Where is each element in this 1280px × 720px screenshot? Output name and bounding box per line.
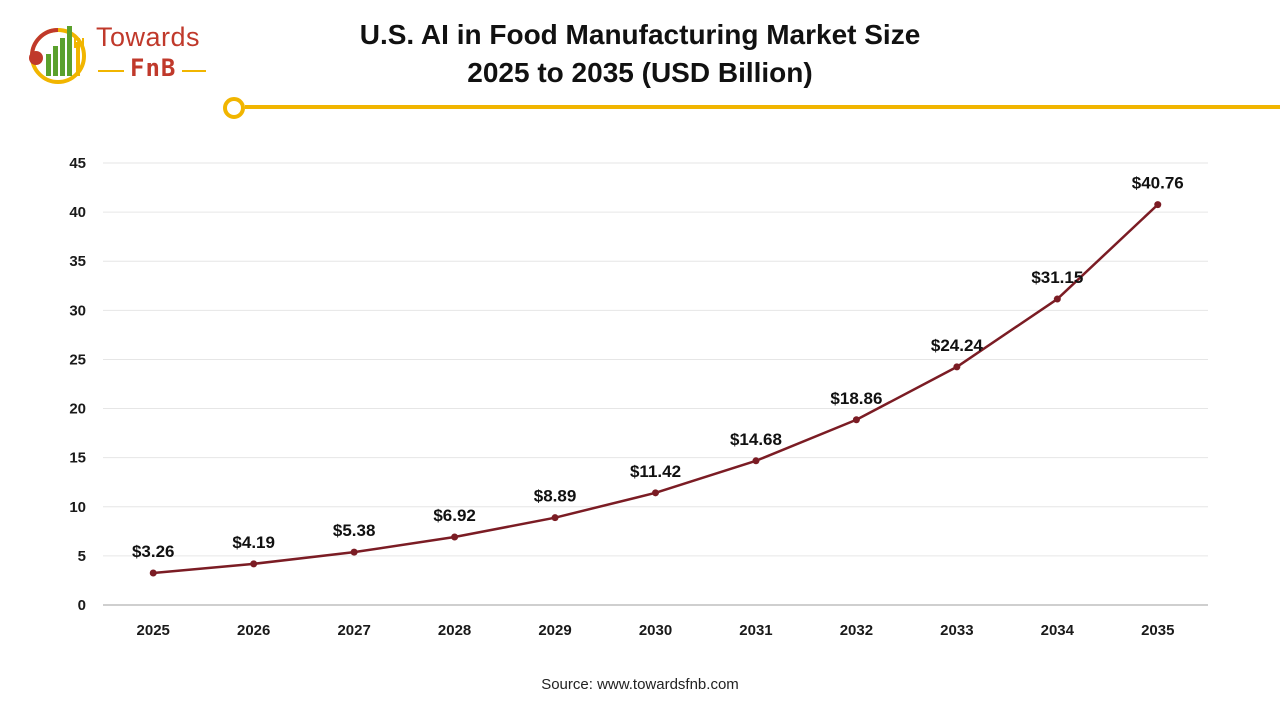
data-point [752,457,760,465]
chart-title: U.S. AI in Food Manufacturing Market Siz… [340,16,940,92]
x-tick-label: 2026 [237,622,270,639]
y-tick-label: 25 [69,351,86,368]
data-label: $11.42 [630,462,681,481]
y-tick-label: 35 [69,253,86,270]
data-point [350,548,358,556]
data-point [551,514,559,522]
source-note: Source: www.towardsfnb.com [541,676,739,693]
chart-title-line2: 2025 to 2035 (USD Billion) [467,57,813,88]
logo-wordmark-top: Towards [96,22,201,52]
data-point [451,533,459,541]
towards-fnb-logo: Towards FnB [22,18,222,88]
data-point [1154,201,1162,209]
x-tick-label: 2025 [137,622,170,639]
data-label: $40.76 [1132,174,1184,193]
data-label: $18.86 [830,389,882,408]
logo-dash-left [98,70,124,72]
header-divider [245,105,1280,109]
x-tick-label: 2031 [739,622,772,639]
x-tick-label: 2030 [639,622,672,639]
y-tick-label: 20 [69,401,86,418]
x-tick-label: 2027 [337,622,370,639]
series-line [153,203,1159,575]
y-tick-label: 40 [69,204,86,221]
data-label: $24.24 [931,336,984,355]
data-point [149,569,157,577]
y-tick-label: 0 [78,597,86,614]
data-point [953,363,961,371]
x-tick-label: 2033 [940,622,973,639]
y-tick-label: 45 [69,155,86,172]
data-label: $5.38 [333,521,376,540]
x-tick-label: 2029 [538,622,571,639]
y-tick-label: 30 [69,302,86,319]
x-tick-label: 2032 [840,622,873,639]
logo-dash-right [182,70,206,72]
data-label: $3.26 [132,542,175,561]
x-tick-label: 2035 [1141,622,1174,639]
logo-emblem-icon [29,26,86,84]
data-label: $4.19 [232,533,275,552]
data-point [852,416,860,424]
x-tick-label: 2034 [1041,622,1075,639]
y-tick-label: 15 [69,450,86,467]
data-point [652,489,659,497]
data-label: $8.89 [534,487,577,506]
logo-wordmark-bottom: FnB [130,54,177,82]
divider-circle-icon [223,97,245,119]
data-point [1053,295,1061,303]
chart-title-line1: U.S. AI in Food Manufacturing Market Siz… [359,19,921,50]
data-label: $31.15 [1031,268,1083,287]
y-tick-label: 5 [78,548,86,565]
data-label: $14.68 [730,430,782,449]
y-tick-label: 10 [69,499,86,516]
x-tick-label: 2028 [438,622,471,639]
data-point [250,560,258,568]
data-label: $6.92 [433,506,476,525]
